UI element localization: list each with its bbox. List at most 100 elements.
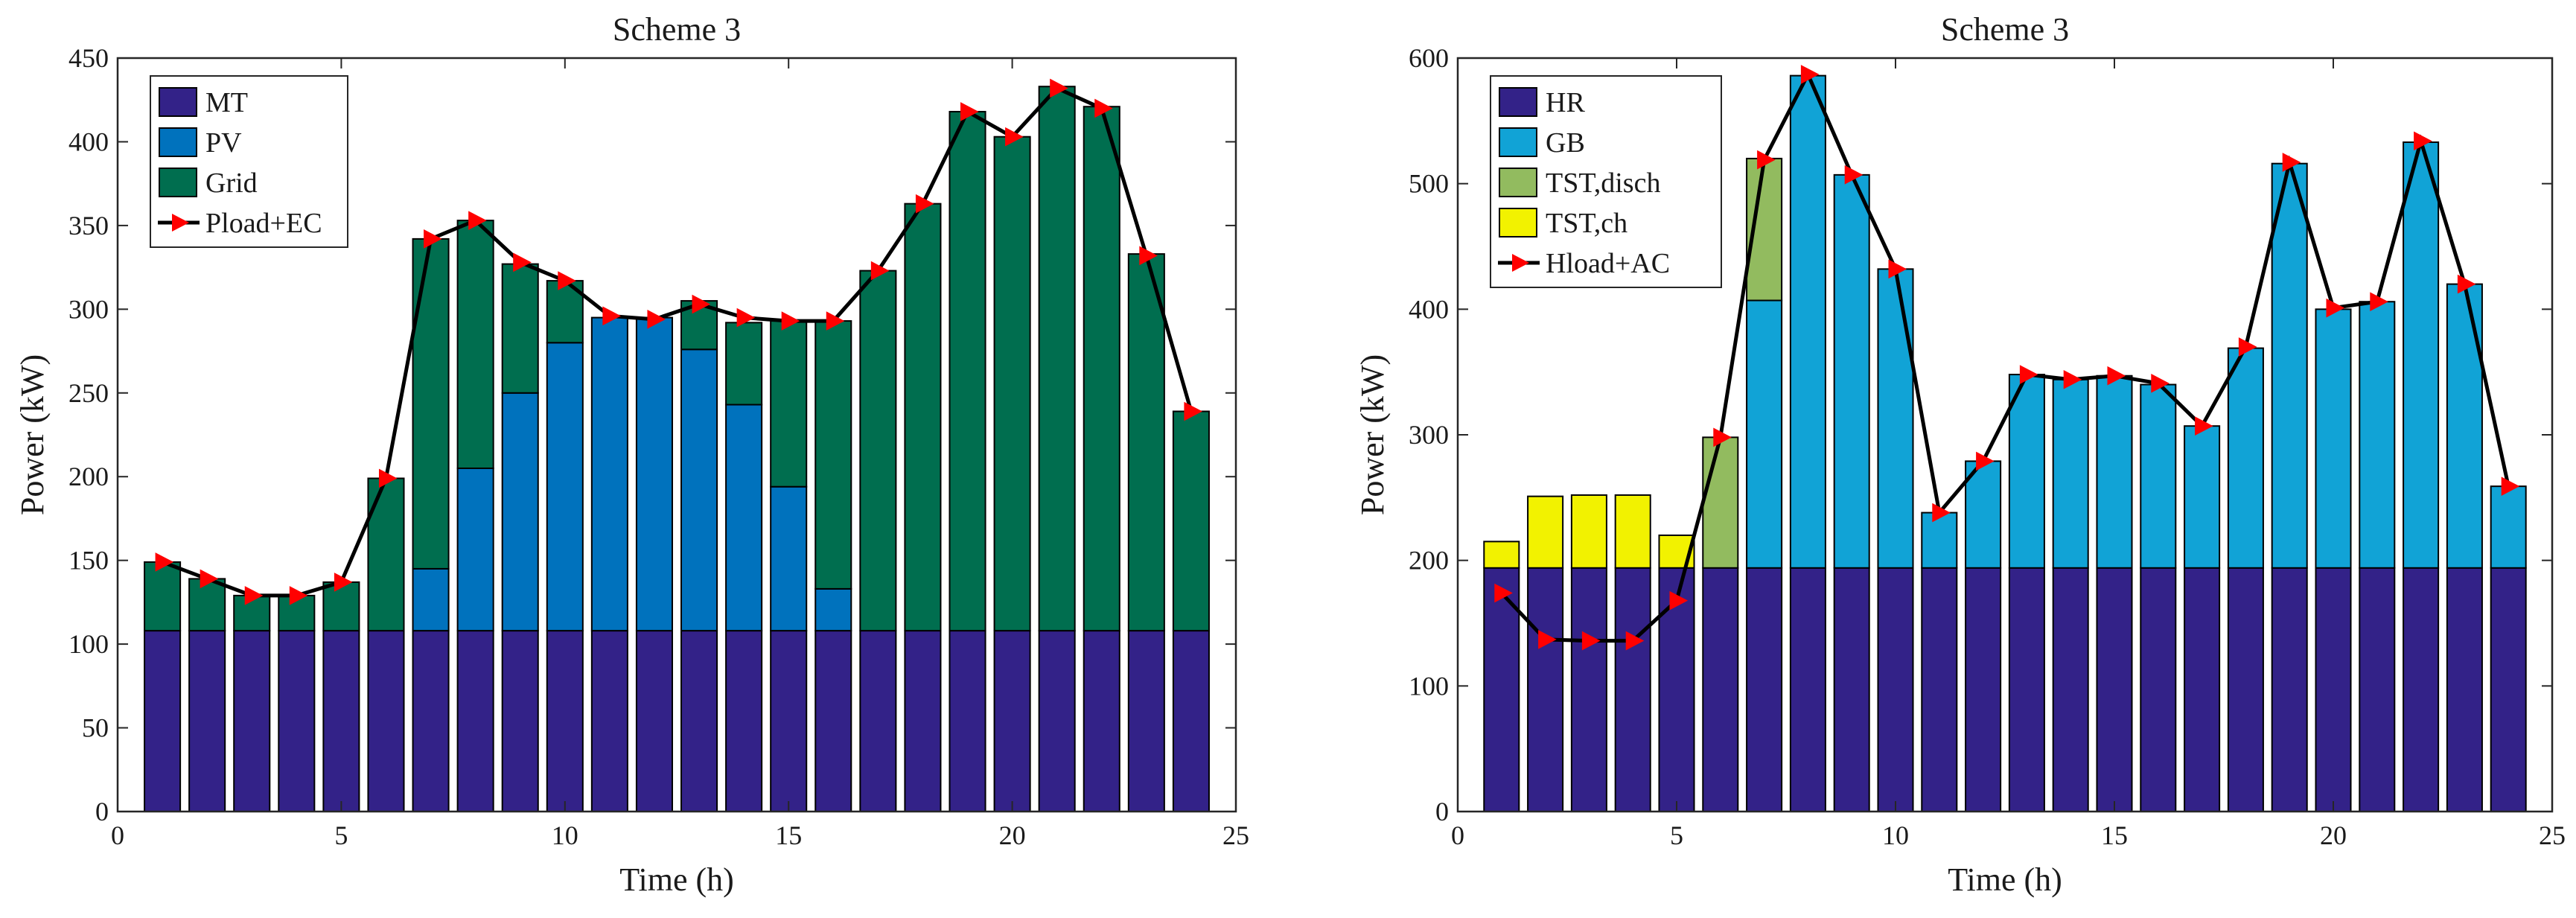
bar-tst-ch-h3 xyxy=(1570,494,1607,569)
bar-mt-h5 xyxy=(322,630,360,812)
load-marker-h22 xyxy=(2414,131,2432,151)
legend-marker-icon xyxy=(172,214,189,232)
bar-hr-h4 xyxy=(1614,567,1651,813)
y-tick-label: 0 xyxy=(95,797,109,826)
bar-mt-h19 xyxy=(949,630,986,812)
bar-gb-h16 xyxy=(2140,383,2177,569)
y-axis-label: Power (kW) xyxy=(1354,354,1391,515)
load-marker-h20 xyxy=(1005,127,1024,147)
y-tick-label: 400 xyxy=(68,127,109,156)
bar-hr-h19 xyxy=(2271,567,2308,813)
x-tick-label: 5 xyxy=(334,820,348,850)
bar-gb-h10 xyxy=(1877,268,1914,569)
bar-gb-h14 xyxy=(2052,378,2089,569)
bar-hr-h2 xyxy=(1527,567,1564,813)
bar-mt-h23 xyxy=(1127,630,1165,812)
bar-gb-h15 xyxy=(2096,374,2133,569)
bar-hr-h9 xyxy=(1833,567,1870,813)
load-marker-h12 xyxy=(1976,451,1995,471)
bar-mt-h15 xyxy=(770,630,808,812)
x-tick-label: 20 xyxy=(2320,820,2347,850)
load-marker-h14 xyxy=(2063,369,2082,389)
bar-pv-h11 xyxy=(590,316,628,632)
bar-grid-h7 xyxy=(412,238,450,570)
bar-grid-h1 xyxy=(144,561,182,632)
load-marker-h21 xyxy=(2370,292,2388,312)
bar-mt-h22 xyxy=(1083,630,1120,812)
bar-hr-h16 xyxy=(2140,567,2177,813)
bar-grid-h22 xyxy=(1083,106,1120,632)
bar-grid-h16 xyxy=(814,320,852,590)
bar-hr-h17 xyxy=(2184,567,2221,813)
bar-grid-h15 xyxy=(770,320,808,488)
bar-mt-h11 xyxy=(590,630,628,812)
x-tick-label: 25 xyxy=(1222,820,1249,850)
bar-mt-h20 xyxy=(993,630,1031,812)
bar-gb-h8 xyxy=(1789,74,1826,569)
bar-grid-h3 xyxy=(233,594,271,632)
legend-swatch xyxy=(1499,168,1537,197)
y-tick-label: 450 xyxy=(68,43,109,73)
y-tick-label: 200 xyxy=(1409,546,1449,576)
legend-label: PV xyxy=(205,127,242,159)
bar-gb-h9 xyxy=(1833,173,1870,569)
legend: HR GB TST,disch TST,ch Hload+AC xyxy=(1490,75,1722,288)
bar-grid-h20 xyxy=(993,136,1031,632)
bar-pv-h14 xyxy=(725,404,763,632)
load-marker-h24 xyxy=(2501,476,2520,496)
bar-grid-h6 xyxy=(367,477,405,632)
load-marker-h8 xyxy=(468,211,487,230)
load-marker-h4 xyxy=(1625,631,1645,651)
bar-grid-h9 xyxy=(501,263,539,394)
bar-grid-h24 xyxy=(1172,410,1210,632)
load-marker-h15 xyxy=(2107,366,2126,386)
legend-label: TST,ch xyxy=(1546,208,1627,239)
load-marker-h7 xyxy=(424,229,442,249)
bars-group xyxy=(144,86,1210,812)
load-marker-h10 xyxy=(1888,259,1907,279)
bar-hr-h3 xyxy=(1570,567,1607,813)
bar-gb-h19 xyxy=(2271,162,2308,569)
y-tick-label: 250 xyxy=(68,378,109,408)
bar-gb-h21 xyxy=(2359,301,2396,569)
load-marker-h24 xyxy=(1184,401,1203,421)
load-marker-h9 xyxy=(513,252,532,272)
bar-mt-h14 xyxy=(725,630,763,812)
bar-hr-h23 xyxy=(2446,567,2483,813)
bar-pv-h8 xyxy=(456,467,494,632)
bar-grid-h8 xyxy=(456,220,494,469)
load-marker-h19 xyxy=(2282,153,2301,172)
x-tick-label: 15 xyxy=(775,820,802,850)
legend-label: GB xyxy=(1546,127,1585,159)
y-tick-label: 150 xyxy=(68,546,109,576)
load-marker-h5 xyxy=(1669,590,1689,611)
load-marker-h18 xyxy=(2238,337,2257,357)
bar-mt-h1 xyxy=(144,630,182,812)
bar-hr-h21 xyxy=(2359,567,2396,813)
y-tick-label: 350 xyxy=(68,211,109,240)
load-marker-h7 xyxy=(1757,150,1776,170)
chart-panel-1: 0 5 10 15 20 25050100150200250300350400450Sch… xyxy=(14,11,1249,898)
axes-box xyxy=(116,57,1237,813)
legend-label: MT xyxy=(205,87,248,118)
load-marker-h10 xyxy=(558,271,576,290)
bar-grid-h21 xyxy=(1038,86,1076,632)
legend-label: Pload+EC xyxy=(205,208,322,239)
load-marker-h23 xyxy=(1139,246,1158,266)
load-marker-h16 xyxy=(826,311,845,331)
bar-mt-h12 xyxy=(635,630,673,812)
load-marker-h11 xyxy=(602,306,621,326)
load-marker-h22 xyxy=(1094,98,1113,118)
legend-swatch xyxy=(1499,127,1537,157)
load-marker-h11 xyxy=(1932,503,1951,523)
load-marker-h13 xyxy=(692,294,711,314)
y-tick-label: 600 xyxy=(1409,43,1449,73)
bar-hr-h12 xyxy=(1965,567,2002,813)
bar-hr-h1 xyxy=(1483,567,1520,813)
bar-hr-h22 xyxy=(2403,567,2440,813)
y-tick-label: 200 xyxy=(68,462,109,491)
bar-tst-ch-h2 xyxy=(1527,495,1564,569)
load-marker-h17 xyxy=(870,261,890,281)
bar-hr-h24 xyxy=(2490,567,2527,813)
